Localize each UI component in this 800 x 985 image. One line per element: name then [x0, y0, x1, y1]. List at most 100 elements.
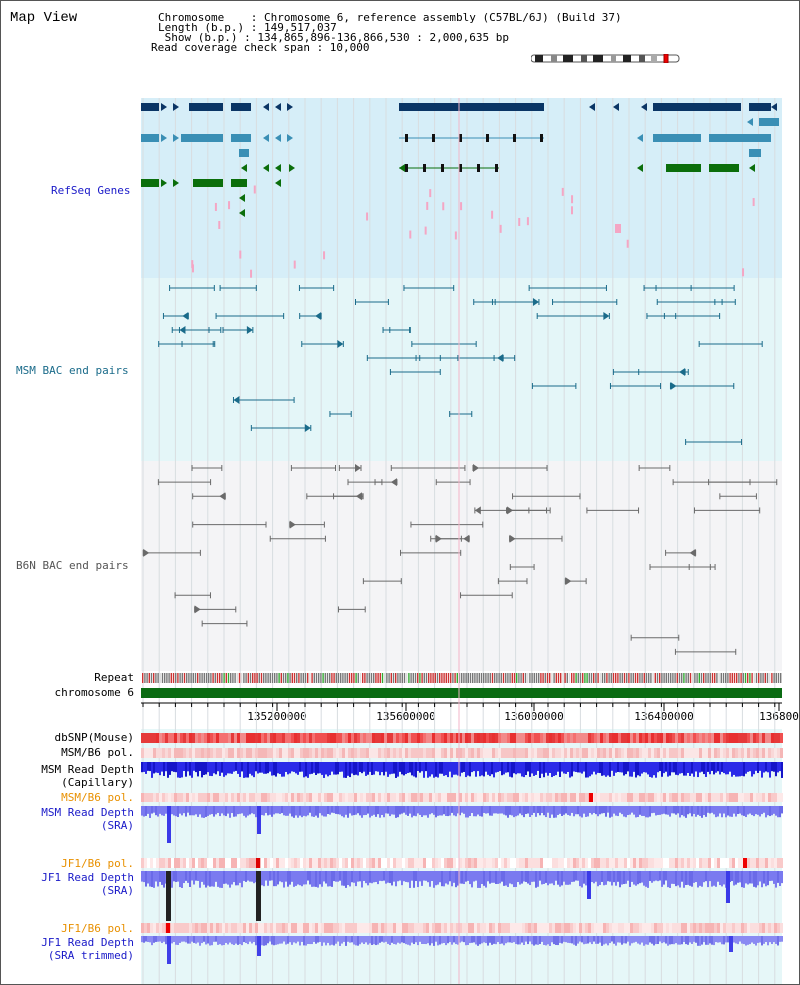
jf1-pol-cell — [432, 858, 435, 868]
chromosome-ideogram[interactable] — [531, 54, 681, 63]
jf1-pol2-cell — [432, 923, 435, 933]
dbsnp-density-cell — [369, 733, 372, 743]
msm-bac-track-label[interactable]: MSM BAC end pairs — [16, 364, 129, 377]
repeat-element — [355, 673, 357, 683]
repeat-element — [384, 673, 386, 683]
jf1-trim-depth-bar — [707, 936, 709, 945]
jf1-pol2-cell — [321, 923, 324, 933]
repeat-element — [208, 673, 210, 683]
jf1-pol-cell — [297, 858, 300, 868]
msm-sra-depth-bar — [397, 806, 399, 818]
msm-pol-cell — [732, 748, 735, 758]
msm-sra-depth-bar — [307, 806, 309, 816]
jf1-trim-depth-bar — [421, 936, 423, 944]
msm-pol2-cell — [762, 793, 765, 802]
dbsnp-density-cell — [534, 733, 537, 743]
msm-pol-cell — [723, 748, 726, 758]
jf1-pol2-cell — [681, 923, 684, 933]
gene-block — [709, 164, 739, 172]
gene-fragment — [424, 226, 427, 235]
msm-cap-depth-bar — [579, 762, 581, 773]
msm-pol2-cell — [171, 793, 174, 802]
gene-fragment — [570, 206, 573, 215]
jf1-sra-depth-bar — [611, 871, 613, 886]
jf1-sra-depth-bar — [631, 871, 633, 882]
msm-cap-depth-bar — [599, 762, 601, 774]
msm-pol2-cell — [420, 793, 423, 802]
repeat-element — [298, 673, 300, 683]
repeat-element — [476, 673, 478, 683]
msm-pol2-cell — [216, 793, 219, 802]
jf1-pol2-cell — [501, 923, 504, 933]
axis-tick-label: 136000000 — [504, 710, 564, 723]
jf1-pol-cell — [714, 858, 717, 868]
msm-pol2-cell — [594, 793, 597, 802]
jf1-sra-depth-bar — [461, 871, 463, 884]
jf1-pol2-cell — [408, 923, 411, 933]
repeat-element — [183, 673, 186, 683]
jf1-sra-depth-bar — [351, 871, 353, 883]
b6n-bac-track-label[interactable]: B6N BAC end pairs — [16, 559, 129, 572]
jf1-sra-depth-bar — [735, 871, 737, 885]
gene-arrow — [771, 103, 777, 111]
repeat-element — [733, 673, 736, 683]
repeat-element — [417, 673, 419, 683]
msm-pol-cell — [639, 748, 642, 758]
repeat-element — [181, 673, 183, 683]
msm-sra-depth-bar — [417, 806, 419, 814]
refseq-track-label[interactable]: RefSeq Genes — [51, 184, 131, 197]
dbsnp-density-cell — [750, 733, 753, 743]
jf1-pol-cell — [249, 858, 252, 868]
jf1-pol2-cell — [705, 923, 708, 933]
jf1-trim-depth-bar — [381, 936, 383, 942]
repeat-element — [615, 673, 617, 683]
dbsnp-density-cell — [555, 733, 558, 743]
jf1-pol2-cell — [645, 923, 648, 933]
dbsnp-density-cell — [735, 733, 738, 743]
jf1-sra-depth-bar — [523, 871, 525, 882]
repeat-element — [351, 673, 353, 683]
jf1-sra-depth-bar — [289, 871, 291, 885]
jf1-sra-depth-bar — [325, 871, 327, 884]
jf1-pol2-cell — [684, 923, 687, 933]
msm-sra-depth-bar — [695, 806, 697, 817]
jf1-sra-depth-bar — [763, 871, 765, 884]
jf1-trim-depth-bar — [289, 936, 291, 943]
msm-cap-depth-bar — [691, 762, 693, 774]
repeat-element — [175, 673, 177, 683]
dbsnp-density-cell — [588, 733, 591, 743]
dbsnp-density-cell — [780, 733, 783, 743]
jf1-trim-depth-bar — [717, 936, 719, 943]
msm-cap-depth-bar — [517, 762, 519, 774]
msm-cap-depth-bar — [721, 762, 723, 772]
msm-cap-depth-bar — [753, 762, 755, 775]
jf1-pol-cell — [633, 858, 636, 868]
repeat-element — [551, 673, 553, 683]
jf1-trim-depth-bar — [515, 936, 517, 945]
jf1-pol-cell — [555, 858, 558, 868]
msm-sra-depth-bar — [217, 806, 219, 813]
msm-cap-depth-bar — [335, 762, 337, 775]
msm-sra-depth-bar — [231, 806, 233, 814]
dbsnp-density-cell — [267, 733, 270, 743]
msm-cap-depth-bar — [219, 762, 221, 776]
jf1-pol2-cell — [276, 923, 279, 933]
jf1-trim-depth-bar — [625, 936, 627, 944]
jf1-sra-depth-bar — [475, 871, 477, 881]
msm-pol2-cell — [174, 793, 177, 802]
jf1-trim-depth-bar — [223, 936, 225, 945]
jf1-pol2-cell — [381, 923, 384, 933]
msm-sra-depth-bar — [659, 806, 661, 815]
dbsnp-density-cell — [216, 733, 219, 743]
jf1-pol2-cell — [492, 923, 495, 933]
jf1-trim-depth-bar — [579, 936, 581, 942]
jf1-pol-cell — [774, 858, 777, 868]
jf1-pol-cell — [678, 858, 681, 868]
jf1-trim-depth-bar — [379, 936, 381, 943]
msm-pol-cell — [408, 748, 411, 758]
msm-pol-cell — [384, 748, 387, 758]
jf1-trim-depth-bar — [415, 936, 417, 943]
jf1-pol2-cell — [234, 923, 237, 933]
msm-pol-cell — [333, 748, 336, 758]
